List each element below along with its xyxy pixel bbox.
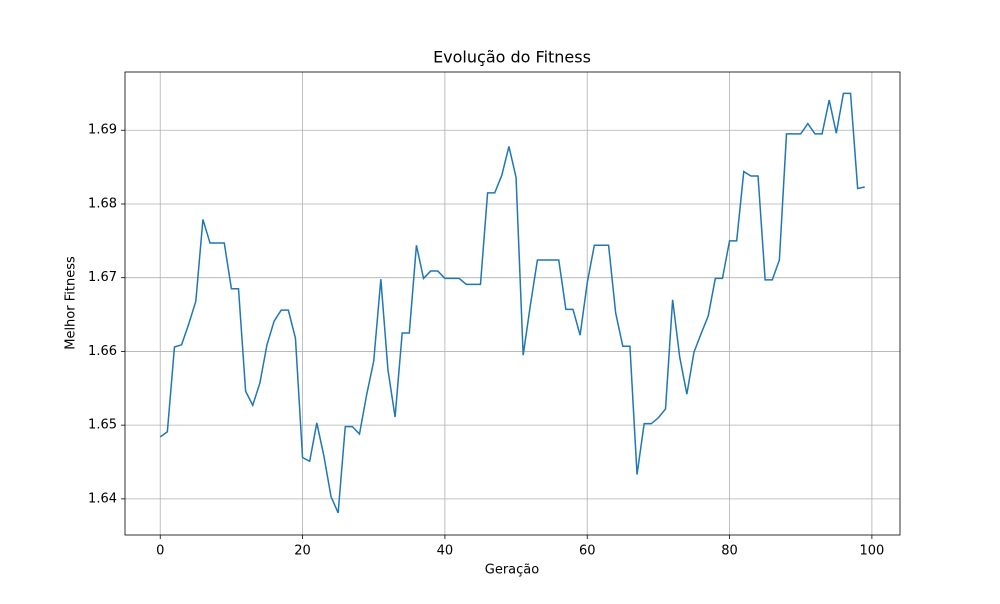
x-tick-label: 20 <box>294 544 311 559</box>
y-tick-label: 1.67 <box>88 270 117 285</box>
x-axis-label: Geração <box>485 563 539 578</box>
y-tick-label: 1.65 <box>88 418 117 433</box>
chart-title: Evolução do Fitness <box>433 48 591 67</box>
y-tick-label: 1.66 <box>88 344 117 359</box>
x-tick-label: 60 <box>579 544 596 559</box>
y-tick-label: 1.64 <box>88 491 117 506</box>
y-axis-label: Melhor Fitness <box>64 256 79 350</box>
series-line <box>159 92 865 514</box>
x-tick-label: 0 <box>156 544 164 559</box>
plot-frame <box>124 71 901 536</box>
x-tick-label: 40 <box>437 544 454 559</box>
y-tick-label: 1.68 <box>88 196 117 211</box>
x-tick-label: 80 <box>721 544 738 559</box>
x-tick-label: 100 <box>859 544 884 559</box>
y-tick-label: 1.69 <box>88 123 117 138</box>
